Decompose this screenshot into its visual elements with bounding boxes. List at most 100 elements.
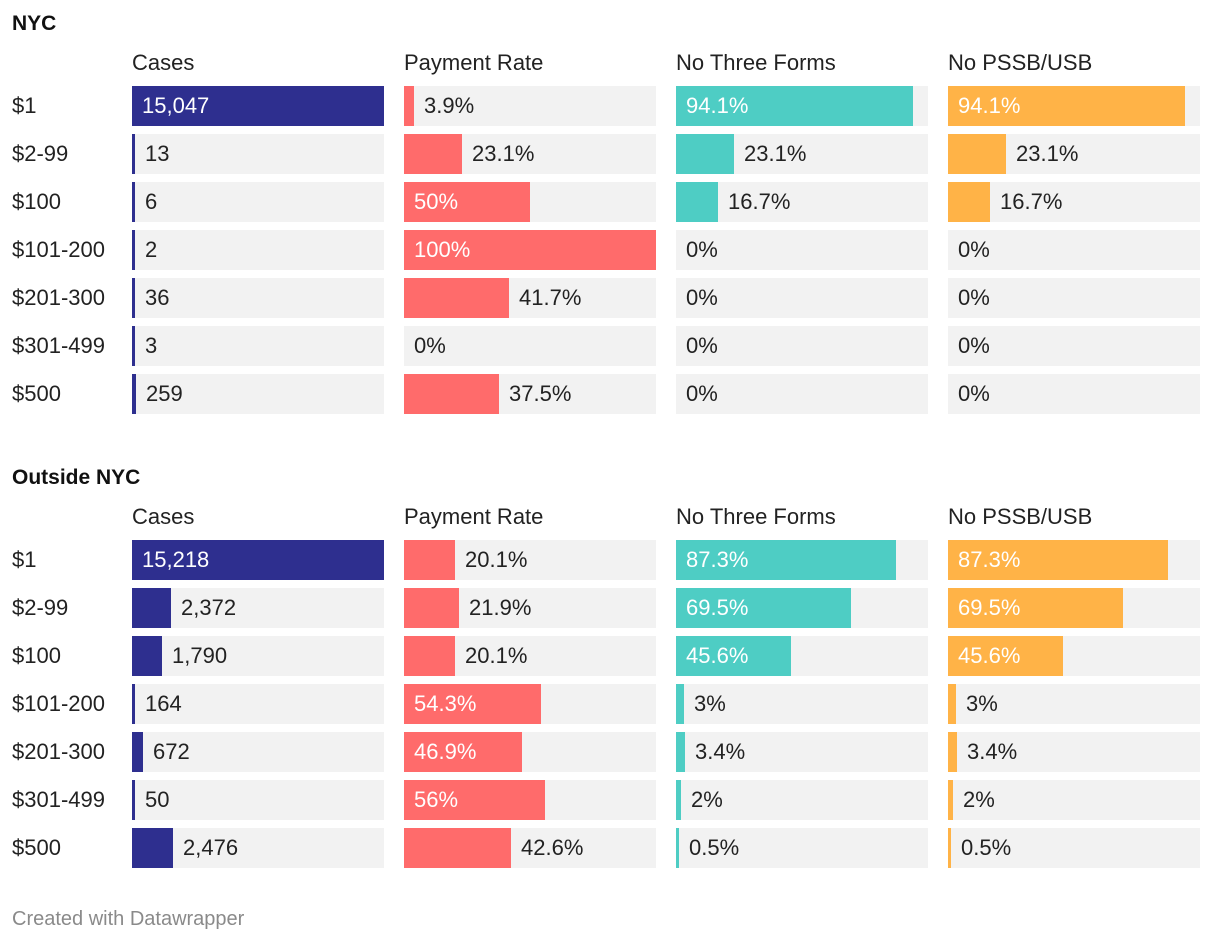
bar-cell: 0% — [676, 374, 928, 414]
bar-cell: 2 — [132, 230, 384, 270]
row-label: $101-200 — [12, 691, 105, 716]
payment-rate-bar — [404, 636, 455, 676]
bar-cell: 16.7% — [948, 182, 1200, 222]
bar-cell: 50% — [404, 182, 656, 222]
data-label: 69.5% — [958, 595, 1021, 620]
payment-rate-bar — [404, 374, 499, 414]
data-label: 50% — [414, 189, 459, 214]
no-three-forms-bar — [676, 780, 681, 820]
data-label: 23.1% — [472, 141, 535, 166]
data-label: 1,790 — [172, 643, 228, 668]
bar-cell: 37.5% — [404, 374, 656, 414]
payment-rate-bar — [404, 684, 541, 724]
payment-rate-bar — [404, 86, 414, 126]
column-header: Cases — [132, 50, 195, 75]
row-label: $500 — [12, 381, 61, 406]
data-label: 0% — [686, 333, 718, 358]
data-label: 15,047 — [142, 93, 210, 118]
bar-cell: 1,790 — [132, 636, 384, 676]
data-label: 16.7% — [1000, 189, 1063, 214]
payment-rate-bar — [404, 278, 509, 318]
data-label: 50 — [145, 787, 170, 812]
bar-cell: 0% — [948, 278, 1200, 318]
bar-cell: 0.5% — [948, 828, 1200, 868]
row-label: $100 — [12, 643, 61, 668]
cases-bar — [132, 684, 135, 724]
no-three-forms-bar — [676, 732, 685, 772]
data-label: 0% — [958, 333, 990, 358]
payment-rate-bar — [404, 182, 530, 222]
data-label: 21.9% — [469, 595, 532, 620]
bar-cell: 0.5% — [676, 828, 928, 868]
column-header: Payment Rate — [404, 50, 544, 75]
data-label: 46.9% — [414, 739, 477, 764]
data-label: 0% — [958, 237, 990, 262]
row-label: $2-99 — [12, 595, 69, 620]
bar-cell: 69.5% — [948, 588, 1200, 628]
bar-cell: 50 — [132, 780, 384, 820]
data-label: 87.3% — [958, 547, 1021, 572]
data-label: 20.1% — [465, 643, 528, 668]
cases-bar — [132, 636, 162, 676]
bar-cell: 94.1% — [948, 86, 1200, 126]
data-label: 16.7% — [728, 189, 791, 214]
no-three-forms-bar — [676, 588, 851, 628]
bar-cell: 16.7% — [676, 182, 928, 222]
cases-bar — [132, 828, 173, 868]
cases-bar — [132, 326, 135, 366]
bar-cell: 0% — [676, 278, 928, 318]
payment-rate-bar — [404, 732, 522, 772]
data-label: 13 — [145, 141, 170, 166]
no-three-forms-bar — [676, 134, 734, 174]
data-label: 2,476 — [183, 835, 239, 860]
data-label: 69.5% — [686, 595, 749, 620]
no-three-forms-bar — [676, 828, 679, 868]
data-label: 20.1% — [465, 547, 528, 572]
bar-cell: 69.5% — [676, 588, 928, 628]
bar-cell: 259 — [132, 374, 384, 414]
bar-cell: 3.9% — [404, 86, 656, 126]
no-pssb-usb-bar — [948, 684, 956, 724]
data-label: 0% — [686, 285, 718, 310]
payment-rate-bar — [404, 540, 455, 580]
data-label: 54.3% — [414, 691, 477, 716]
bar-cell: 23.1% — [404, 134, 656, 174]
bar-cell: 36 — [132, 278, 384, 318]
row-label: $1 — [12, 547, 37, 572]
table-section: Outside NYC Cases Payment Rate No Three For… — [0, 466, 1220, 906]
payment-rate-bar — [404, 134, 462, 174]
row-label: $500 — [12, 835, 61, 860]
data-label: 94.1% — [958, 93, 1021, 118]
cases-bar — [132, 732, 143, 772]
bar-cell: 0% — [948, 374, 1200, 414]
data-label: 2% — [691, 787, 723, 812]
no-three-forms-bar — [676, 540, 896, 580]
section-title: Outside NYC — [12, 466, 141, 489]
no-pssb-usb-bar — [948, 828, 951, 868]
data-label: 3.9% — [424, 93, 475, 118]
bar-cell: 15,218 — [132, 540, 384, 580]
bar-cell: 46.9% — [404, 732, 656, 772]
data-label: 87.3% — [686, 547, 749, 572]
cases-bar — [132, 182, 135, 222]
cases-bar — [132, 780, 135, 820]
column-header: No PSSB/USB — [948, 50, 1093, 75]
row-label: $301-499 — [12, 787, 105, 812]
column-header: No PSSB/USB — [948, 504, 1093, 529]
row-label: $100 — [12, 189, 61, 214]
data-label: 0% — [958, 381, 990, 406]
no-pssb-usb-bar — [948, 182, 990, 222]
cases-bar — [132, 278, 135, 318]
data-label: 0.5% — [961, 835, 1012, 860]
payment-rate-bar — [404, 828, 511, 868]
data-label: 36 — [145, 285, 170, 310]
data-label: 0.5% — [689, 835, 740, 860]
payment-rate-bar — [404, 230, 656, 270]
data-label: 23.1% — [1016, 141, 1079, 166]
bar-cell: 3% — [948, 684, 1200, 724]
row-label: $201-300 — [12, 739, 105, 764]
data-label: 0% — [686, 381, 718, 406]
data-label: 56% — [414, 787, 459, 812]
column-header: No Three Forms — [676, 50, 836, 75]
cases-bar — [132, 134, 135, 174]
